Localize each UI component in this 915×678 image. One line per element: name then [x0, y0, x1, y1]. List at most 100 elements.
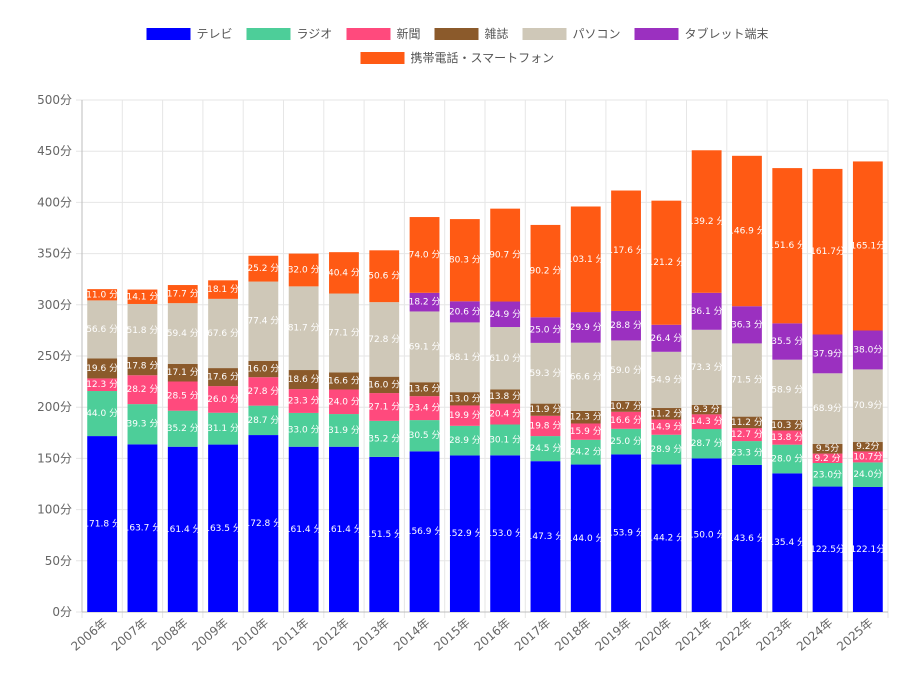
bar-segment [852, 330, 883, 370]
bar-segment [369, 393, 400, 421]
bar-segment [570, 423, 601, 440]
bar-segment [127, 357, 158, 376]
x-tick-label: 2024年 [794, 616, 836, 654]
data-label: 35.5 分 [771, 336, 803, 347]
bar-segment [530, 436, 561, 462]
data-label: 35.2 分 [167, 423, 199, 434]
data-label: 19.6 分 [86, 363, 118, 374]
bar-segment [208, 386, 238, 413]
bar-segment [530, 317, 561, 343]
data-label: 20.6 分 [449, 306, 481, 317]
data-label: 11.2 分 [650, 408, 682, 419]
data-label: 16.6 分 [610, 415, 642, 426]
bar-segment [87, 436, 118, 612]
data-label: 13.0 分 [449, 393, 481, 404]
bar-segment [530, 342, 561, 404]
data-label: 122.1分 [850, 544, 885, 555]
bar-segment [127, 404, 158, 445]
bar-segment [167, 381, 198, 411]
data-label: 153.0 分 [486, 528, 524, 539]
y-tick-label: 350分 [37, 247, 72, 261]
legend-swatch[interactable] [434, 28, 479, 40]
data-label: 144.2 分 [648, 533, 686, 544]
legend-label[interactable]: テレビ [197, 27, 233, 41]
legend-swatch[interactable] [634, 28, 679, 40]
data-label: 24.2 分 [570, 447, 602, 458]
bar-segment [167, 410, 198, 447]
data-label: 28.0 分 [771, 454, 803, 465]
bar-segment [611, 428, 641, 455]
legend-label[interactable]: ラジオ [297, 27, 333, 41]
data-label: 12.7 分 [731, 429, 763, 440]
data-label: 161.7分 [810, 246, 845, 257]
bar-segment [369, 302, 400, 377]
bar-segment [167, 363, 198, 382]
data-label: 68.9分 [813, 403, 842, 414]
bar-segment [87, 300, 118, 359]
x-tick-label: 2018年 [552, 616, 594, 654]
bar-segment [87, 358, 118, 379]
legend-swatch[interactable] [246, 28, 291, 40]
legend-label[interactable]: タブレット端末 [685, 26, 769, 41]
bar-segment [329, 389, 359, 415]
bar-segment [409, 217, 440, 293]
data-label: 28.9 分 [650, 444, 682, 455]
legend-swatch[interactable] [346, 28, 391, 40]
bar-segment [772, 323, 803, 360]
bar-segment [570, 342, 601, 411]
legend-swatch[interactable] [522, 28, 567, 40]
data-label: 9.5分 [816, 443, 839, 454]
bar-segment [449, 455, 480, 612]
bar-segment [449, 405, 480, 426]
bar-segment [852, 161, 883, 331]
bar-segment [691, 404, 722, 415]
bar-segment [852, 369, 883, 443]
data-label: 163.5 分 [204, 523, 242, 534]
data-label: 26.4 分 [650, 333, 682, 344]
data-label: 28.7 分 [691, 438, 723, 449]
bar-segment [772, 444, 803, 474]
data-label: 72.8 分 [368, 334, 400, 345]
data-label: 31.1 分 [207, 423, 239, 434]
data-label: 9.2 分 [814, 453, 840, 464]
data-label: 12.3 分 [570, 412, 602, 423]
bar-segment [651, 324, 682, 352]
data-label: 17.7 分 [167, 289, 199, 300]
data-label: 122.5分 [810, 544, 845, 555]
data-label: 68.1 分 [449, 352, 481, 363]
data-label: 146.9 分 [728, 226, 766, 237]
bars [87, 150, 883, 612]
bar-segment [127, 303, 158, 358]
data-label: 18.1 分 [207, 284, 239, 295]
bar-segment [449, 301, 480, 323]
data-label: 147.3 分 [527, 531, 565, 542]
bar-segment [208, 298, 238, 369]
data-label: 67.6 分 [207, 328, 239, 339]
legend-label[interactable]: 携帯電話・スマートフォン [411, 50, 555, 65]
data-label: 163.7 分 [124, 523, 162, 534]
bar-segment [449, 322, 480, 393]
y-tick-label: 150分 [37, 451, 72, 465]
legend-swatch[interactable] [146, 28, 191, 40]
bar-segment [812, 486, 843, 612]
bar-segment [409, 311, 440, 383]
legend-label[interactable]: 新聞 [397, 26, 421, 41]
bar-segment [409, 420, 440, 452]
bar-segment [449, 219, 480, 302]
data-label: 17.6 分 [207, 372, 239, 383]
legend-label[interactable]: 雑誌 [485, 26, 509, 41]
data-label: 18.2 分 [409, 297, 441, 308]
data-label: 28.2 分 [126, 384, 158, 395]
x-tick-label: 2012年 [310, 616, 352, 654]
data-label: 12.3 分 [86, 379, 118, 390]
legend-label[interactable]: パソコン [573, 27, 621, 41]
data-label: 19.8 分 [529, 420, 561, 431]
data-label: 17.8 分 [126, 361, 158, 372]
segment-labels: 171.8 分 44.0 分 12.3 分 19.6 分 56.6 分 11.0 分 163… [83, 216, 885, 555]
bar-segment [490, 424, 521, 456]
data-label: 117.6 分 [607, 245, 645, 256]
legend-swatch[interactable] [360, 52, 405, 64]
data-label: 16.6 分 [328, 375, 360, 386]
x-tick-label: 2013年 [351, 616, 393, 654]
data-label: 59.3 分 [529, 368, 561, 379]
